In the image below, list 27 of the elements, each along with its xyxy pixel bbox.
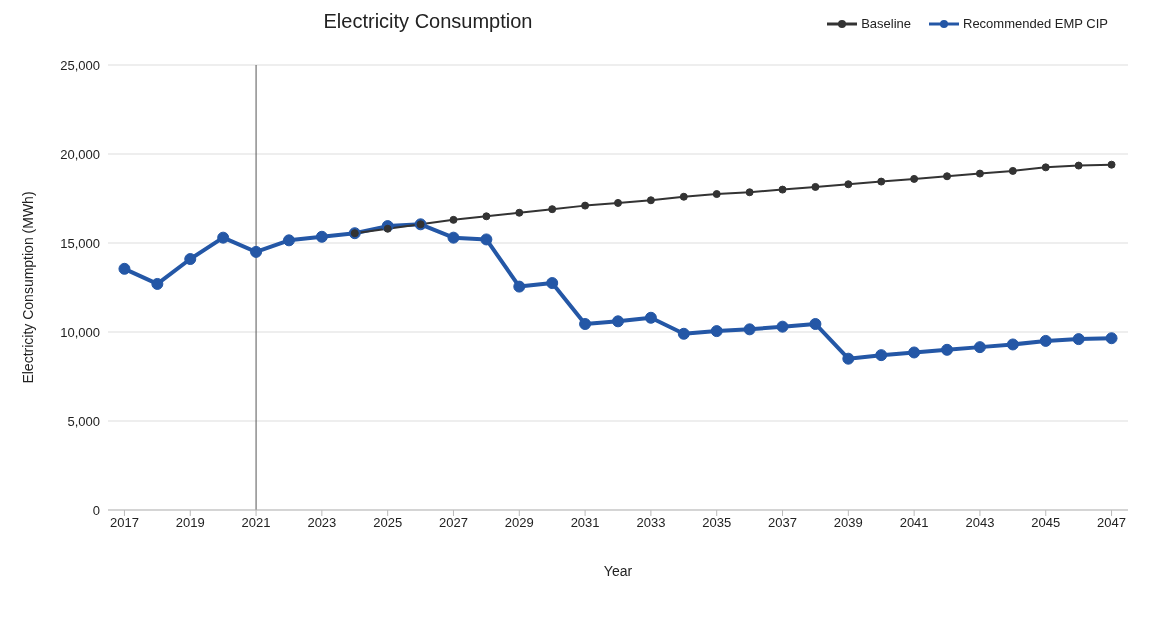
x-tick-label: 2019 — [175, 515, 205, 531]
x-tick-label: 2031 — [570, 515, 600, 531]
x-tick-label: 2045 — [1031, 515, 1061, 531]
y-tick-label: 10,000 — [60, 324, 100, 340]
legend-label: Recommended EMP CIP — [962, 16, 1108, 31]
x-tick-label: 2025 — [373, 515, 403, 531]
y-tick-label: 0 — [92, 502, 100, 518]
x-tick-label: 2039 — [833, 515, 863, 531]
x-tick-label: 2043 — [965, 515, 995, 531]
x-tick-label: 2037 — [768, 515, 797, 531]
x-tick-label: 2029 — [504, 515, 534, 531]
chart-title: Electricity Consumption — [323, 10, 533, 32]
y-tick-label: 20,000 — [60, 146, 100, 162]
x-tick-label: 2047 — [1097, 515, 1127, 531]
x-tick-label: 2023 — [307, 515, 337, 531]
x-axis-title: Year — [603, 563, 633, 579]
y-tick-label: 5,000 — [67, 413, 100, 429]
x-tick-label: 2033 — [636, 515, 666, 531]
x-tick-label: 2035 — [702, 515, 732, 531]
x-tick-label: 2041 — [899, 515, 929, 531]
legend-label: Baseline — [860, 16, 911, 31]
y-tick-label: 15,000 — [60, 235, 100, 251]
x-tick-label: 2021 — [241, 515, 271, 531]
x-tick-label: 2027 — [439, 515, 468, 531]
y-tick-label: 25,000 — [60, 57, 100, 73]
y-axis-title: Electricity Consumption (MWh) — [19, 191, 36, 384]
x-tick-label: 2017 — [109, 515, 139, 531]
